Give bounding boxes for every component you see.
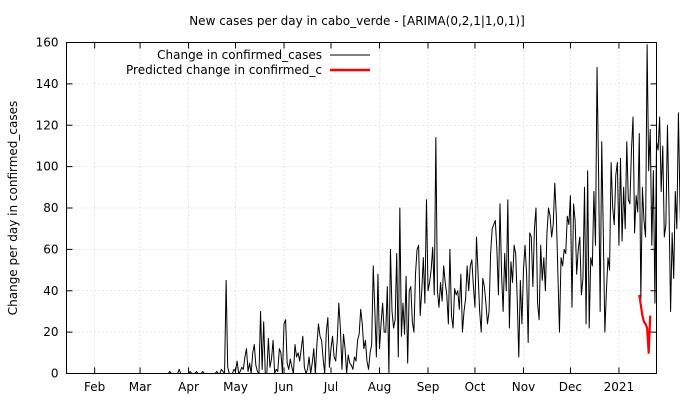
y-tick-label: 140 [36, 77, 59, 91]
x-tick-label: Aug [368, 380, 391, 394]
y-tick-label: 100 [36, 160, 59, 174]
legend-label-predicted: Predicted change in confirmed_c [126, 63, 322, 77]
series-line-predicted [638, 294, 652, 354]
y-tick-label: 120 [36, 118, 59, 132]
y-axis: 0 20 40 60 80 100 120 140 160 [36, 36, 657, 381]
legend-label-actual: Change in confirmed_cases [157, 48, 322, 62]
x-tick-label: Mar [129, 380, 152, 394]
y-tick-label: 60 [43, 242, 58, 256]
legend: Change in confirmed_cases Predicted chan… [126, 48, 370, 77]
x-tick-label: 2021 [604, 380, 635, 394]
y-tick-label: 80 [43, 201, 58, 215]
x-tick-label: Apr [178, 380, 199, 394]
y-tick-label: 40 [43, 284, 58, 298]
x-tick-label: Oct [465, 380, 486, 394]
y-tick-label: 20 [43, 325, 58, 339]
series-line-actual [166, 44, 680, 374]
grid-lines [66, 42, 657, 374]
x-tick-label: Nov [512, 380, 535, 394]
x-tick-label: Dec [559, 380, 582, 394]
x-tick-label: Sep [417, 380, 440, 394]
series-group [166, 44, 680, 374]
chart-title: New cases per day in cabo_verde - [ARIMA… [189, 14, 525, 28]
x-tick-label: Jun [274, 380, 294, 394]
y-tick-label: 0 [51, 367, 59, 381]
y-tick-label: 160 [36, 36, 59, 50]
y-axis-label: Change per day in confirmed_cases [6, 101, 20, 316]
x-axis: Feb Mar Apr May Jun Jul Aug Sep Oct Nov Dec 2021 [84, 42, 635, 394]
x-tick-label: May [223, 380, 248, 394]
x-tick-label: Feb [84, 380, 105, 394]
x-tick-label: Jul [323, 380, 338, 394]
